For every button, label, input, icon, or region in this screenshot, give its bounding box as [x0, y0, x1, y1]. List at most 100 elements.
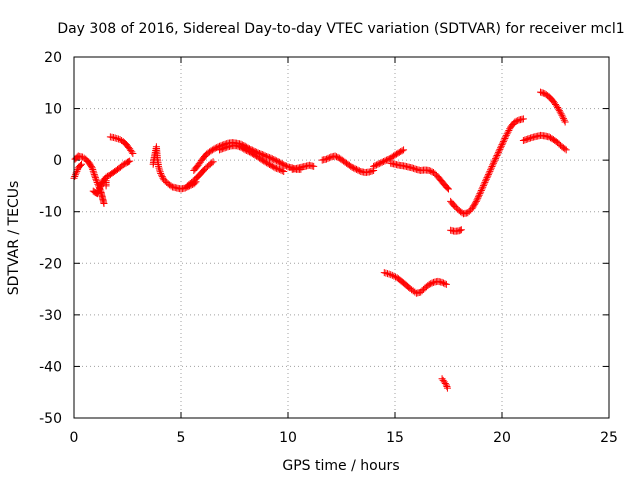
data-point [480, 180, 488, 188]
series-seg-b [71, 152, 108, 207]
data-point [247, 149, 255, 157]
data-point [388, 271, 396, 279]
data-point [498, 141, 506, 149]
data-point [512, 117, 520, 125]
data-point [425, 280, 433, 288]
data-point [211, 144, 219, 152]
data-point [554, 105, 562, 113]
data-point [522, 136, 530, 144]
data-point [505, 126, 513, 134]
data-point [497, 142, 505, 150]
data-point [96, 183, 104, 191]
data-point [281, 161, 289, 169]
data-point [155, 164, 163, 172]
data-point [537, 88, 545, 96]
series-seg-f [149, 143, 200, 193]
data-point [268, 162, 276, 170]
data-point [545, 133, 553, 141]
data-point [354, 166, 362, 174]
data-point [378, 158, 386, 166]
data-point [443, 384, 451, 392]
data-point [441, 379, 449, 387]
data-point [271, 164, 279, 172]
series-seg-c [89, 157, 134, 198]
data-point [89, 166, 97, 174]
x-tick-label: 0 [70, 430, 79, 446]
data-point [333, 153, 341, 161]
data-point [223, 143, 231, 151]
data-point [129, 149, 137, 157]
data-point [71, 172, 79, 180]
data-point [394, 149, 402, 157]
data-point [442, 280, 450, 288]
data-point [89, 167, 97, 175]
y-tick-label: -30 [39, 308, 62, 324]
data-point [560, 115, 568, 123]
data-point [217, 145, 225, 153]
series-seg-j [288, 161, 318, 173]
data-point [310, 162, 318, 170]
data-point [334, 153, 342, 161]
data-point [392, 150, 400, 158]
data-point [91, 172, 99, 180]
data-point [126, 157, 134, 165]
data-point [275, 158, 283, 166]
data-point [96, 185, 104, 193]
data-point [251, 151, 259, 159]
data-point [499, 139, 507, 147]
data-point [241, 146, 249, 154]
data-point [238, 144, 246, 152]
data-point [442, 381, 450, 389]
data-point [502, 131, 510, 139]
data-point [87, 163, 95, 171]
series-seg-o [447, 226, 465, 235]
data-point [502, 133, 510, 141]
series-seg-q [438, 375, 451, 392]
data-point [275, 165, 283, 173]
data-point [400, 146, 408, 154]
data-point [368, 167, 376, 175]
data-point [557, 110, 565, 118]
data-point [524, 135, 532, 143]
data-point [273, 157, 281, 165]
data-point [267, 154, 275, 162]
y-tick-label: -40 [39, 359, 62, 375]
x-tick-label: 5 [177, 430, 186, 446]
data-point [484, 171, 492, 179]
series-seg-p [380, 269, 450, 297]
y-tick-label: 20 [44, 50, 62, 66]
data-point [395, 148, 403, 156]
data-point [504, 128, 512, 136]
grid [74, 57, 609, 418]
data-point [500, 136, 508, 144]
data-point [352, 165, 360, 173]
data-point [445, 185, 452, 193]
data-point [485, 169, 493, 177]
data-point [476, 190, 484, 198]
data-point [474, 193, 482, 201]
data-point [264, 160, 272, 168]
data-point [91, 174, 99, 182]
data-point [220, 144, 228, 152]
data-point [372, 161, 380, 169]
data-point [156, 166, 164, 174]
data-point [73, 167, 81, 175]
data-point [486, 167, 494, 175]
data-point [489, 161, 497, 169]
data-point [77, 160, 85, 168]
data-point [387, 271, 395, 279]
data-points [70, 88, 570, 392]
series-seg-m [387, 159, 452, 193]
data-point [555, 107, 563, 115]
data-point [492, 153, 500, 161]
data-point [408, 164, 416, 172]
data-point [128, 148, 136, 156]
data-point [234, 142, 242, 150]
data-point [474, 194, 482, 202]
data-point [469, 203, 477, 211]
data-point [487, 166, 495, 174]
data-point [74, 166, 82, 174]
data-point [157, 170, 165, 178]
data-point [260, 151, 268, 159]
data-point [481, 178, 489, 186]
